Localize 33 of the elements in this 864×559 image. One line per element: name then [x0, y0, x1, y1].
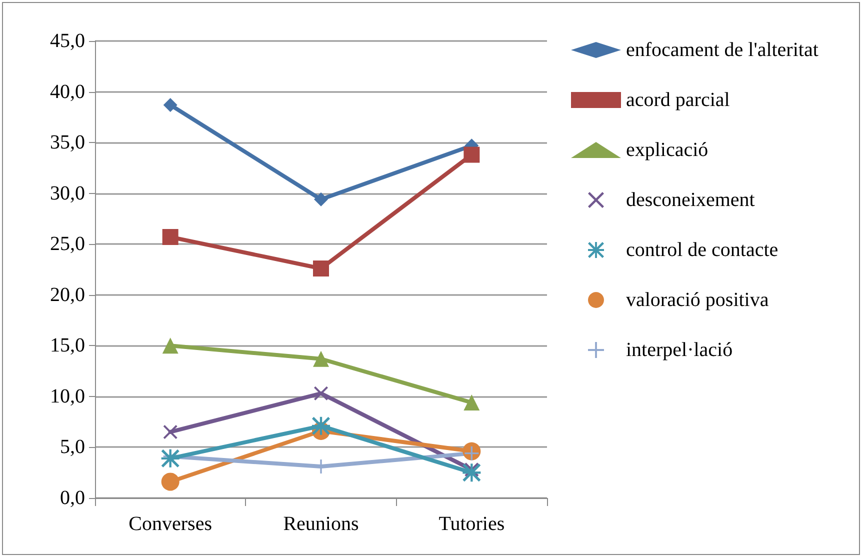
point — [161, 449, 180, 468]
point — [162, 338, 178, 354]
legend-label: control de contacte — [626, 239, 778, 261]
x-tick-label: Tutories — [438, 513, 505, 535]
y-tick-label: 40,0 — [50, 80, 85, 103]
y-tick-label: 10,0 — [50, 385, 85, 408]
point — [313, 350, 329, 367]
y-tick-label: 0,0 — [60, 487, 85, 509]
point — [464, 146, 480, 163]
y-tick-label: 15,0 — [50, 334, 85, 357]
point — [314, 192, 328, 206]
y-tick-label: 30,0 — [50, 182, 85, 204]
x-tick-label: Reunions — [283, 513, 359, 535]
legend-label: explicació — [626, 139, 708, 161]
point — [462, 464, 481, 482]
y-tick-label: 25,0 — [50, 233, 85, 256]
y-tick-label: 35,0 — [50, 132, 85, 154]
legend-label: acord parcial — [626, 89, 730, 111]
y-tick-label: 5,0 — [60, 436, 85, 458]
legend-label: enfocament de l'alteritat — [626, 39, 819, 61]
legend-label: desconeixement — [626, 189, 756, 211]
x-tick-label: Converses — [128, 513, 212, 535]
point — [163, 424, 178, 439]
legend-label: valoració positiva — [626, 289, 769, 311]
y-tick-label: 45,0 — [50, 30, 85, 52]
point — [464, 394, 480, 411]
point — [163, 98, 178, 112]
point — [161, 472, 180, 491]
legend-label: interpel·lació — [626, 339, 733, 361]
point — [162, 229, 178, 245]
point — [313, 260, 329, 276]
point — [314, 386, 328, 400]
y-tick-label: 20,0 — [50, 284, 85, 306]
